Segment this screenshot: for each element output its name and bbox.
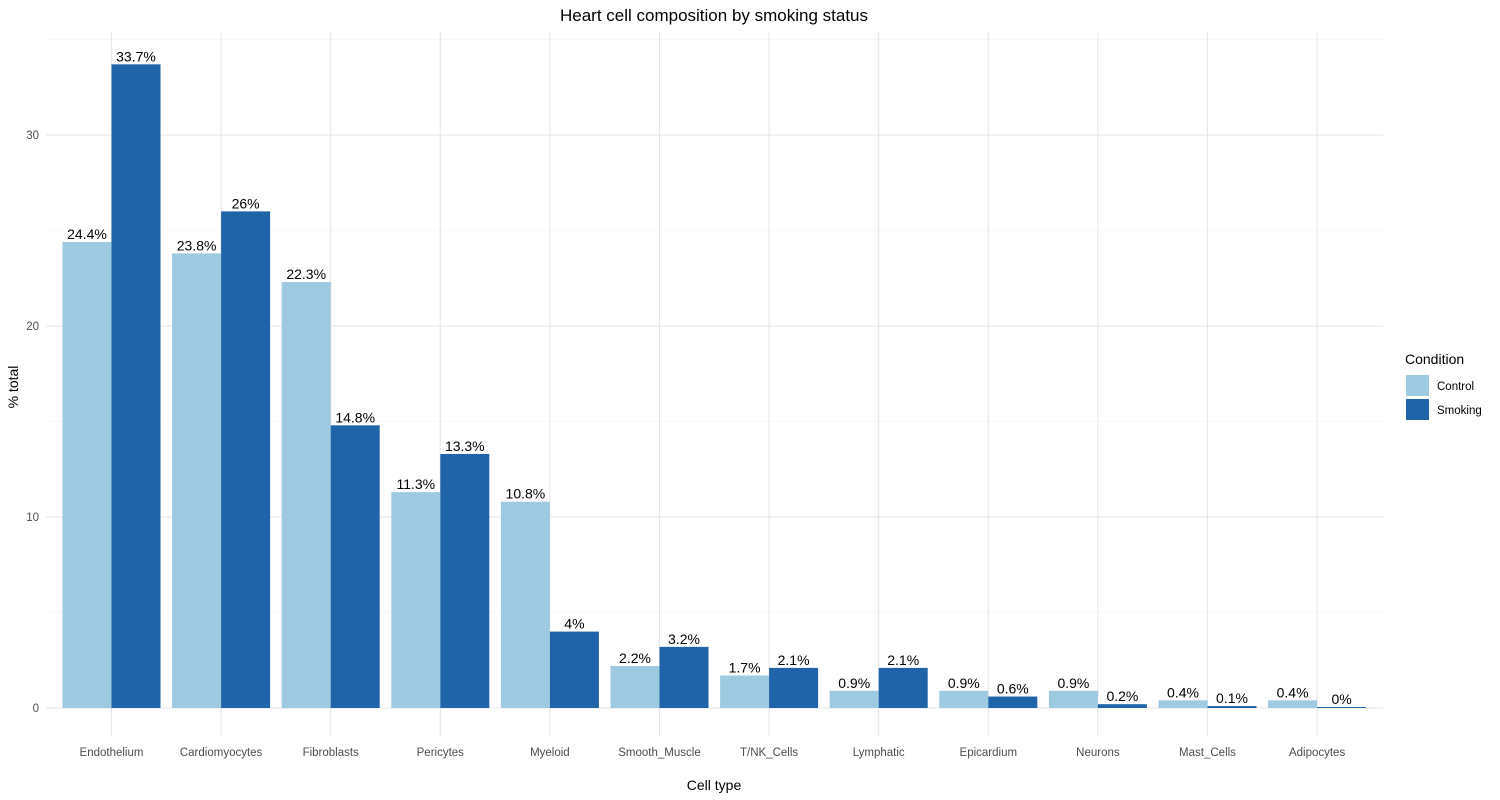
bar-value-label: 1.7% xyxy=(729,660,761,676)
bar-control xyxy=(611,666,660,708)
x-tick-label: Cardiomyocytes xyxy=(180,747,263,759)
legend-swatch-smoking xyxy=(1406,399,1429,420)
chart-title: Heart cell composition by smoking status xyxy=(560,6,868,25)
x-tick-label: Adipocytes xyxy=(1289,747,1346,759)
bar-value-label: 13.3% xyxy=(445,438,485,454)
bar-smoking xyxy=(660,647,709,708)
bar-value-label: 0.9% xyxy=(948,675,980,691)
bar-control xyxy=(1049,691,1098,708)
bar-value-label: 0.2% xyxy=(1106,688,1138,704)
x-tick-label: Lymphatic xyxy=(853,747,905,759)
bar-smoking xyxy=(1098,704,1147,708)
legend-swatch-control xyxy=(1406,375,1429,396)
bar-value-label: 0.6% xyxy=(997,681,1029,697)
bar-smoking xyxy=(112,64,161,708)
bar-control xyxy=(391,492,440,708)
x-tick-label: Neurons xyxy=(1076,747,1120,759)
bar-value-label: 0.9% xyxy=(838,675,870,691)
bar-value-label: 24.4% xyxy=(67,226,107,242)
bar-smoking xyxy=(331,425,380,708)
bar-value-label: 0.4% xyxy=(1167,684,1199,700)
legend-title: Condition xyxy=(1405,351,1464,367)
bar-value-label: 0.1% xyxy=(1216,690,1248,706)
bar-value-label: 3.2% xyxy=(668,631,700,647)
bar-value-label: 26% xyxy=(232,195,260,211)
bar-value-label: 0.4% xyxy=(1277,684,1309,700)
bar-control xyxy=(720,676,769,708)
y-tick-label: 20 xyxy=(26,321,39,333)
bars xyxy=(63,64,1367,708)
bar-value-label: 23.8% xyxy=(177,237,217,253)
bar-control xyxy=(939,691,988,708)
bar-control xyxy=(172,253,221,708)
x-tick-label: Pericytes xyxy=(417,747,465,759)
x-axis-title: Cell type xyxy=(687,777,742,793)
x-tick-label: Mast_Cells xyxy=(1179,747,1236,759)
bar-value-label: 0.9% xyxy=(1057,675,1089,691)
bar-smoking xyxy=(440,454,489,708)
bar-smoking xyxy=(988,697,1037,708)
bar-control xyxy=(501,502,550,708)
legend: Condition Control Smoking xyxy=(1405,351,1482,420)
bar-smoking xyxy=(221,211,270,708)
bar-value-label: 0% xyxy=(1331,691,1351,707)
x-tick-label: Fibroblasts xyxy=(303,747,359,759)
legend-label-smoking: Smoking xyxy=(1437,405,1482,417)
bar-value-label: 4% xyxy=(564,616,584,632)
x-tick-label: Epicardium xyxy=(960,747,1018,759)
y-tick-label: 30 xyxy=(26,130,39,142)
bar-control xyxy=(1268,700,1317,708)
bar-value-label: 11.3% xyxy=(396,476,435,492)
x-tick-label: Endothelium xyxy=(80,747,144,759)
bar-smoking xyxy=(879,668,928,708)
bar-smoking xyxy=(550,632,599,708)
bar-smoking xyxy=(1208,706,1257,708)
x-tick-label: Myeloid xyxy=(530,747,570,759)
bar-control xyxy=(830,691,879,708)
bar-value-label: 33.7% xyxy=(116,48,156,64)
bar-value-label: 22.3% xyxy=(286,266,326,282)
y-tick-label: 10 xyxy=(26,512,39,524)
x-tick-label: T/NK_Cells xyxy=(740,747,798,759)
bar-control xyxy=(1159,700,1208,708)
bar-control xyxy=(282,282,331,708)
bar-value-label: 2.1% xyxy=(887,652,919,668)
legend-label-control: Control xyxy=(1437,381,1474,393)
x-axis-ticks: Endothelium Cardiomyocytes Fibroblasts Peri… xyxy=(80,747,1346,759)
bar-smoking xyxy=(769,668,818,708)
x-tick-label: Smooth_Muscle xyxy=(618,747,700,759)
bar-value-label: 14.8% xyxy=(335,409,375,425)
y-tick-label: 0 xyxy=(33,703,39,715)
bar-value-label: 2.1% xyxy=(778,652,810,668)
bar-control xyxy=(63,242,112,708)
y-axis-ticks: 0 10 20 30 xyxy=(26,130,39,715)
bar-value-label: 2.2% xyxy=(619,650,651,666)
bar-value-label: 10.8% xyxy=(506,486,546,502)
y-axis-title: % total xyxy=(5,366,21,409)
